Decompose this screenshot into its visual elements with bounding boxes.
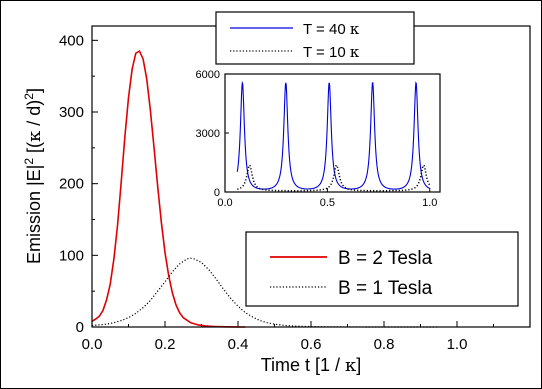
inset-plot-frame — [224, 73, 441, 193]
legend-label-t10: T = 10 κ — [303, 43, 360, 61]
main-legend-box — [245, 231, 519, 307]
main-series — [91, 49, 439, 328]
x-tick-label: 0.0 — [82, 336, 103, 353]
inset-x-tick-label: 0.0 — [217, 197, 232, 209]
series-line-b1 — [91, 257, 439, 328]
inset-y-tick-label: 0 — [214, 187, 220, 199]
x-tick-label: 1.0 — [447, 336, 468, 353]
inset-background — [225, 74, 440, 192]
y-tick-label: 400 — [59, 32, 84, 49]
inset-y-tick-label: 3000 — [196, 128, 220, 140]
inset-y-tick-label: 6000 — [196, 69, 220, 81]
x-tick-label: 0.4 — [228, 336, 249, 353]
x-tick-label: 0.6 — [301, 336, 322, 353]
inset-legend: T = 40 κ T = 10 κ — [215, 11, 415, 65]
legend-label-t40: T = 40 κ — [303, 20, 360, 38]
main-ticks: 0.0 0.2 0.4 0.6 0.8 1.0 0 100 200 300 400 — [59, 32, 494, 353]
x-tick-label: 0.8 — [374, 336, 395, 353]
main-legend: B = 2 Tesla B = 1 Tesla — [245, 231, 519, 307]
inset-series-line-t40 — [236, 80, 431, 190]
legend-label-b1: B = 1 Tesla — [338, 278, 433, 299]
inset-ticks: 0.0 0.5 1.0 0 3000 6000 — [196, 69, 438, 209]
inset-chart: 0.0 0.5 1.0 0 3000 6000 T = 40 κ T = 10 κ — [196, 11, 441, 209]
inset-legend-box — [215, 11, 415, 65]
y-tick-label: 100 — [59, 247, 84, 264]
series-line-b2 — [91, 49, 246, 328]
y-tick-label: 300 — [59, 104, 84, 121]
inset-series-line-t10 — [237, 164, 431, 192]
inset-x-tick-label: 0.5 — [320, 197, 335, 209]
legend-label-b2: B = 2 Tesla — [338, 248, 433, 269]
x-axis-title: Time t [1 / κ] — [261, 355, 362, 376]
inset-x-tick-label: 1.0 — [422, 197, 437, 209]
y-tick-label: 0 — [76, 319, 84, 336]
x-tick-label: 0.2 — [155, 336, 176, 353]
y-tick-label: 200 — [59, 176, 84, 193]
inset-series — [236, 80, 431, 192]
y-axis-title: Emission |E|2 [(κ / d)2] — [22, 88, 45, 264]
